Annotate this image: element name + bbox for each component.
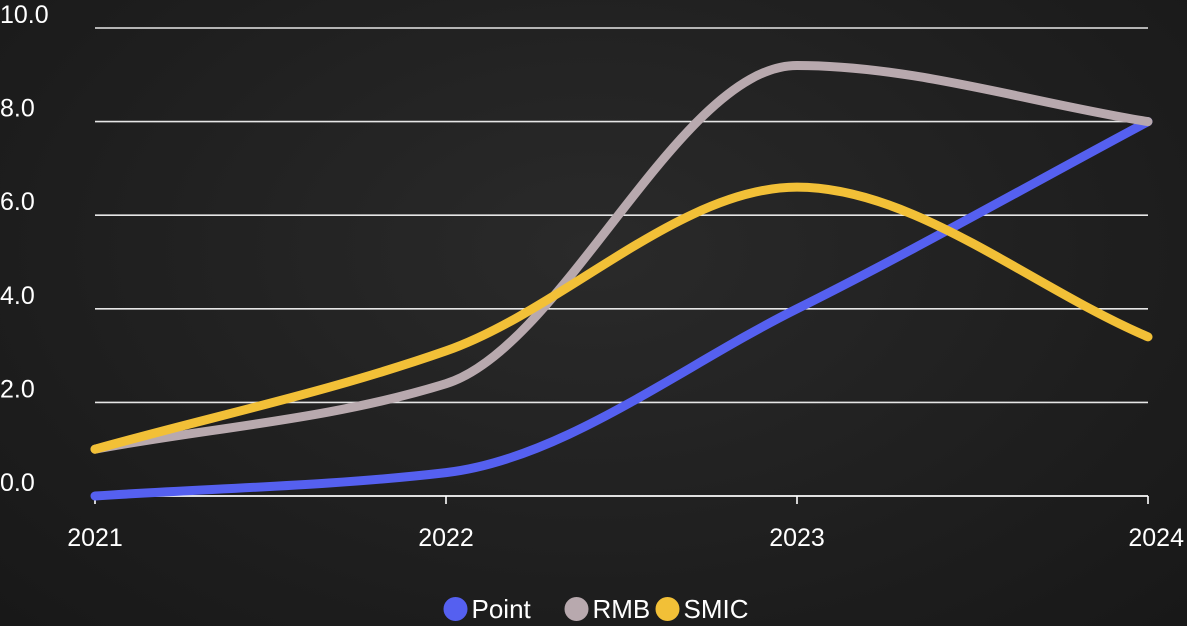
y-tick-label: 6.0: [0, 188, 35, 216]
series-lines: [90, 60, 1153, 501]
legend-marker: [564, 597, 589, 621]
y-tick-label: 10.0: [0, 1, 49, 29]
legend-marker: [443, 597, 468, 621]
legend-marker: [655, 597, 680, 621]
legend-label: RMB: [593, 594, 651, 624]
x-tick-label: 2022: [418, 524, 474, 552]
y-tick-label: 2.0: [0, 375, 35, 403]
x-tick-label: 2023: [769, 524, 825, 552]
y-tick-label: 4.0: [0, 282, 35, 310]
x-tick-label: 2024: [1128, 524, 1184, 552]
series-line-rmb: [90, 60, 1153, 454]
series-line-smic: [90, 182, 1153, 454]
x-tick-label: 2021: [67, 524, 123, 552]
y-axis: 0.0 2.0 4.0 6.0 8.0 10.0: [0, 1, 49, 497]
y-tick-label: 0.0: [0, 469, 35, 497]
legend-label: Point: [472, 594, 532, 624]
y-tick-label: 8.0: [0, 95, 35, 123]
series-line-point: [90, 117, 1153, 501]
legend: Point RMB SMIC: [443, 594, 749, 624]
x-axis: 2021 2022 2023 2024: [67, 495, 1184, 552]
legend-label: SMIC: [684, 594, 749, 624]
